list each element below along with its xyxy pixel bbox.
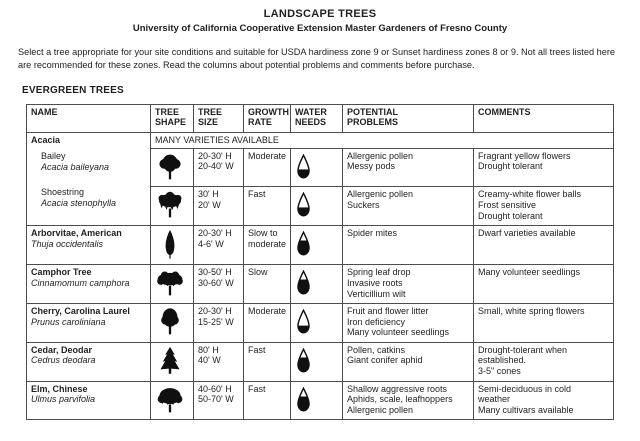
water-drop-icon: [297, 270, 310, 295]
tree-shape-cell: [150, 380, 194, 421]
water-drop-icon: [297, 347, 310, 373]
comments-cell: Small, white spring flowers: [473, 302, 614, 343]
table-row-bailey: 20-30' H 20-40' W Moderate Allergenic po…: [27, 147, 614, 188]
col-header-water-needs: WATER NEEDS: [290, 103, 343, 133]
round-canopy-tree-icon: [159, 154, 181, 180]
intro-paragraph: Select a tree appropriate for your site …: [18, 47, 616, 71]
table-row-elm: Elm, Chinese Ulmus parvifolia 40-60': [26, 380, 614, 421]
water-needs-cell: [290, 225, 343, 266]
potential-problems-cell: Fruit and flower litter Iron deficiency …: [342, 302, 474, 343]
growth-rate-cell: Fast: [243, 186, 291, 227]
water-needs-cell: [290, 186, 343, 227]
tree-name-cell: Cherry, Carolina Laurel Prunus carolinia…: [26, 302, 151, 343]
potential-problems-cell: Spring leaf drop Invasive roots Verticil…: [342, 264, 474, 304]
broad-canopy-tree-icon: [157, 387, 183, 413]
comments-cell: Dwarf varieties available: [473, 225, 614, 266]
tree-size-cell: 80' H 40' W: [193, 341, 244, 382]
comments-cell: Creamy-white flower balls Frost sensitiv…: [473, 186, 614, 227]
tree-size-cell: 20-30' H 4-6' W: [193, 225, 244, 266]
oval-canopy-tree-icon: [161, 308, 179, 335]
water-needs-cell: [290, 380, 343, 421]
tree-shape-cell: [150, 341, 194, 382]
weeping-canopy-tree-icon: [158, 192, 182, 218]
growth-rate-cell: Fast: [243, 380, 291, 421]
growth-rate-cell: Moderate: [243, 302, 291, 343]
water-drop-icon: [297, 386, 310, 412]
water-drop-icon: [297, 153, 310, 179]
tree-size-cell: 30' H 20' W: [193, 186, 244, 227]
table-row-arborvitae: Arborvitae, American Thuja occidentalis …: [26, 225, 614, 266]
col-header-tree-shape: TREE SHAPE: [150, 103, 194, 133]
col-header-tree-size: TREE SIZE: [193, 103, 244, 133]
tree-shape-cell: [150, 186, 194, 227]
genus-name: Acacia: [31, 134, 61, 145]
varieties-note-cell: MANY VARIETIES AVAILABLE: [150, 131, 614, 149]
water-drop-icon: [297, 308, 310, 334]
potential-problems-cell: Spider mites: [342, 225, 474, 266]
table-header-row: NAME TREE SHAPE TREE SIZE GROWTH RATE WATER…: [26, 103, 614, 133]
tree-size-cell: 30-50' H 30-60' W: [193, 264, 244, 304]
variety-name-block: Bailey Acacia baileyana: [41, 151, 110, 173]
tree-name-cell: Cedar, Deodar Cedrus deodara: [26, 341, 151, 382]
growth-rate-cell: Slow: [243, 264, 291, 304]
col-header-growth-rate: GROWTH RATE: [243, 103, 291, 133]
document-page: LANDSCAPE TREES University of California…: [0, 8, 640, 441]
tree-size-cell: 20-30' H 15-25' W: [193, 302, 244, 343]
table-row-acacia-group: Acacia Bailey Acacia baileyana Shoestrin…: [26, 131, 614, 227]
comments-cell: Semi-deciduous in cold weather Many cult…: [473, 380, 614, 421]
section-heading: EVERGREEN TREES: [22, 84, 124, 96]
potential-problems-cell: Allergenic pollen Messy pods: [342, 147, 474, 188]
comments-cell: Fragrant yellow flowers Drought tolerant: [473, 147, 614, 188]
variety-name-block: Shoestring Acacia stenophylla: [41, 187, 117, 208]
tree-name-cell-acacia: Acacia Bailey Acacia baileyana Shoestrin…: [26, 131, 151, 227]
col-header-potential-problems: POTENTIAL PROBLEMS: [342, 103, 474, 133]
water-drop-icon: [297, 231, 310, 256]
col-header-comments: COMMENTS: [473, 103, 614, 133]
tree-name-cell: Elm, Chinese Ulmus parvifolia: [26, 380, 151, 421]
page-title: LANDSCAPE TREES: [263, 8, 377, 20]
table-row-cedar: Cedar, Deodar Cedrus deodara 80' H 40' W…: [26, 341, 614, 382]
table-row-cherry: Cherry, Carolina Laurel Prunus carolinia…: [26, 302, 614, 343]
growth-rate-cell: Slow to moderate: [243, 225, 291, 266]
tree-name-cell: Arborvitae, American Thuja occidentalis: [26, 225, 151, 266]
water-needs-cell: [290, 341, 343, 382]
growth-rate-cell: Moderate: [243, 147, 291, 188]
tree-shape-cell: [150, 302, 194, 343]
tree-shape-cell: [150, 225, 194, 266]
potential-problems-cell: Pollen, catkins Giant conifer aphid: [342, 341, 474, 382]
tree-name-cell: Camphor Tree Cinnamomum camphora: [26, 264, 151, 304]
page-subtitle: University of California Cooperative Ext…: [132, 23, 508, 34]
spreading-canopy-tree-icon: [157, 271, 183, 296]
comments-cell: Drought-tolerant when established. 3-5" …: [473, 341, 614, 382]
tree-shape-cell: [150, 147, 194, 188]
columnar-tree-icon: [165, 230, 175, 259]
water-needs-cell: [290, 302, 343, 343]
potential-problems-cell: Allergenic pollen Suckers: [342, 186, 474, 227]
comments-cell: Many volunteer seedlings: [473, 264, 614, 304]
table-row-camphor: Camphor Tree Cinnamomum camphora: [26, 264, 614, 304]
water-drop-icon: [297, 192, 310, 217]
tree-size-cell: 20-30' H 20-40' W: [193, 147, 244, 188]
tree-shape-cell: [150, 264, 194, 304]
conifer-tree-icon: [160, 346, 180, 374]
water-needs-cell: [290, 264, 343, 304]
growth-rate-cell: Fast: [243, 341, 291, 382]
tree-size-cell: 40-60' H 50-70' W: [193, 380, 244, 421]
evergreen-trees-table: NAME TREE SHAPE TREE SIZE GROWTH RATE WATER…: [26, 103, 614, 421]
water-needs-cell: [290, 147, 343, 188]
potential-problems-cell: Shallow aggressive roots Aphids, scale, …: [342, 380, 474, 421]
col-header-name: NAME: [26, 103, 151, 133]
